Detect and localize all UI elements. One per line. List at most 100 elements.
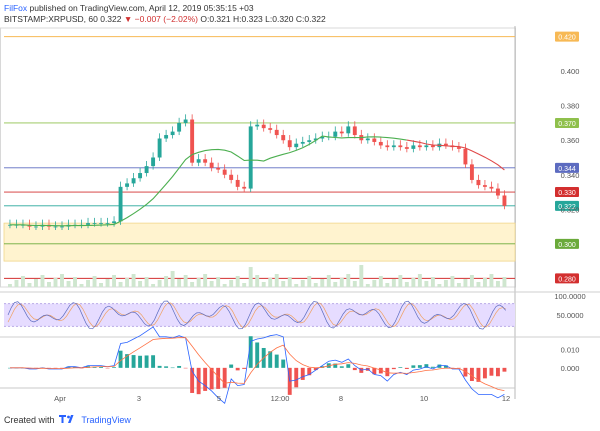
volume-bar xyxy=(34,279,38,287)
macd-histogram-bar xyxy=(404,367,409,369)
volume-bar xyxy=(222,284,227,287)
time-tick-label: 10 xyxy=(420,394,428,403)
down-arrow-icon: ▼ xyxy=(123,14,133,24)
volume-bar xyxy=(131,274,136,287)
macd-histogram-bar xyxy=(60,367,64,369)
volume-bar xyxy=(437,284,442,287)
volume-bar xyxy=(463,279,468,287)
volume-bar xyxy=(8,284,12,287)
candle-body xyxy=(456,147,461,149)
volume-bar xyxy=(307,276,312,287)
chart-header: FilFox published on TradingView.com, Apr… xyxy=(0,0,600,26)
candle-body xyxy=(177,122,182,132)
candle-body xyxy=(352,126,357,136)
candle-body xyxy=(320,136,325,139)
candle-body xyxy=(86,223,90,225)
volume-bar xyxy=(326,275,331,287)
volume-bar xyxy=(190,282,195,287)
volume-bar xyxy=(105,279,110,287)
volume-bar xyxy=(482,278,487,287)
macd-histogram-bar xyxy=(229,364,234,368)
macd-tick-label: 0.010 xyxy=(561,345,580,354)
candle-body xyxy=(222,169,227,175)
volume-bar xyxy=(476,282,481,287)
volume-bar xyxy=(60,274,64,287)
time-tick-label: Apr xyxy=(54,394,66,403)
time-tick-label: 12:00 xyxy=(271,394,290,403)
moving-average-red xyxy=(406,139,505,171)
volume-bar xyxy=(469,275,474,287)
macd-histogram-bar xyxy=(294,367,299,388)
candle-body xyxy=(229,174,234,180)
level-badge xyxy=(555,162,579,173)
volume-bar xyxy=(216,277,221,287)
macd-histogram-bar xyxy=(73,366,77,368)
macd-histogram-bar xyxy=(476,367,481,382)
candle-body xyxy=(242,186,247,189)
macd-signal-line xyxy=(10,337,505,391)
ohlc-low: L:0.320 xyxy=(265,14,294,24)
candle-body xyxy=(365,138,370,141)
candle-body xyxy=(170,131,175,136)
candle-body xyxy=(8,224,12,226)
level-badge-label: 0.300 xyxy=(558,242,576,249)
volume-bar xyxy=(294,284,299,287)
candle-body xyxy=(261,124,266,129)
macd-histogram-bar xyxy=(313,367,318,371)
macd-histogram-bar xyxy=(495,367,500,377)
volume-bar xyxy=(430,277,435,287)
macd-histogram-bar xyxy=(339,366,344,368)
level-badge-label: 0.322 xyxy=(558,204,576,211)
macd-histogram-bar xyxy=(307,367,312,376)
volume-bar xyxy=(300,280,305,287)
candle-body xyxy=(196,159,201,163)
macd-histogram-bar xyxy=(112,367,117,368)
macd-histogram-bar xyxy=(151,355,156,368)
volume-bar xyxy=(248,267,253,287)
macd-histogram-bar xyxy=(463,367,468,377)
macd-histogram-bar xyxy=(131,355,136,368)
volume-bar xyxy=(502,277,507,287)
candle-body xyxy=(216,167,221,170)
price-tick-label: 0.320 xyxy=(561,205,580,214)
level-badge-label: 0.370 xyxy=(558,121,576,128)
volume-bar xyxy=(40,275,45,287)
macd-histogram-bar xyxy=(333,363,338,368)
level-badge xyxy=(555,238,579,249)
candle-body xyxy=(417,145,422,148)
candle-body xyxy=(92,223,97,224)
volume-bar xyxy=(66,281,71,287)
candle-body xyxy=(53,226,58,228)
price-tick-label: 0.380 xyxy=(561,102,580,111)
volume-bar xyxy=(398,275,403,287)
volume-bar xyxy=(346,274,351,287)
macd-histogram-bar xyxy=(502,367,507,372)
macd-histogram-bar xyxy=(469,367,474,381)
candle-body xyxy=(183,119,188,123)
volume-bar xyxy=(73,277,77,287)
created-with-text: Created with xyxy=(4,415,55,425)
candle-body xyxy=(398,145,403,148)
candle-body xyxy=(248,126,253,189)
level-badge xyxy=(555,31,579,42)
macd-histogram-bar xyxy=(443,365,448,368)
volume-bar xyxy=(14,280,19,287)
macd-histogram-bar xyxy=(170,367,175,369)
price-tick-label: 0.400 xyxy=(561,67,580,76)
volume-bar xyxy=(417,274,422,287)
macd-histogram-bar xyxy=(164,366,169,368)
volume-bar xyxy=(125,278,130,287)
author-link[interactable]: FilFox xyxy=(4,3,28,13)
tradingview-link[interactable]: TradingView xyxy=(81,415,131,425)
candle-body xyxy=(391,145,396,148)
oscillator-tick-label: 100.0000 xyxy=(554,292,585,301)
candle-body xyxy=(203,159,208,163)
level-badge-label: 0.330 xyxy=(558,190,576,197)
volume-bar xyxy=(287,277,292,287)
volume-bar xyxy=(164,276,169,287)
volume-bar xyxy=(268,278,273,287)
tradingview-logo-icon xyxy=(59,415,74,423)
level-badge xyxy=(555,187,579,198)
macd-line xyxy=(10,326,505,405)
